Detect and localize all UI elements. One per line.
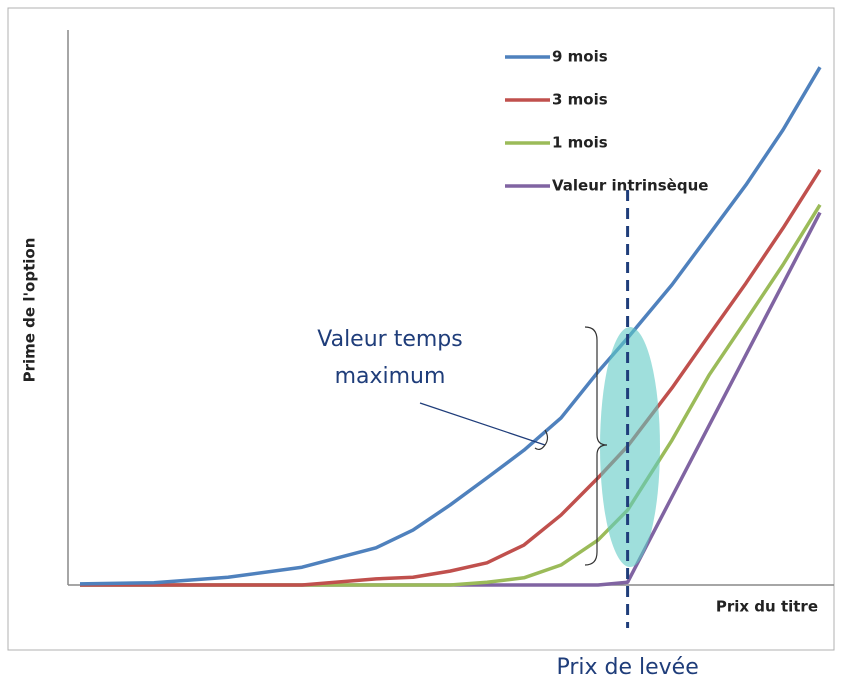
x-axis-label: Prix du titre: [716, 598, 818, 616]
strike-label: Prix de levée: [556, 655, 698, 680]
legend-label: 3 mois: [552, 91, 608, 109]
series-lines: [79, 66, 822, 587]
chart-frame: [7, 7, 835, 651]
legend: 9 mois 3 mois 1 mois Valeur intrinsèque: [505, 48, 708, 195]
legend-label: Valeur intrinsèque: [552, 177, 708, 195]
brace: [584, 326, 608, 566]
annotation-arrow: [419, 402, 546, 446]
legend-label: 9 mois: [552, 48, 608, 66]
arrow-brace: [534, 429, 549, 451]
series-line: [79, 66, 822, 586]
annotation-line: maximum: [335, 364, 446, 389]
highlight-ellipse: [600, 327, 660, 567]
legend-label: 1 mois: [552, 134, 608, 152]
y-axis-label: Prime de l'option: [21, 238, 39, 383]
series-line: [80, 168, 822, 587]
annotation-line: Valeur temps: [317, 327, 462, 352]
